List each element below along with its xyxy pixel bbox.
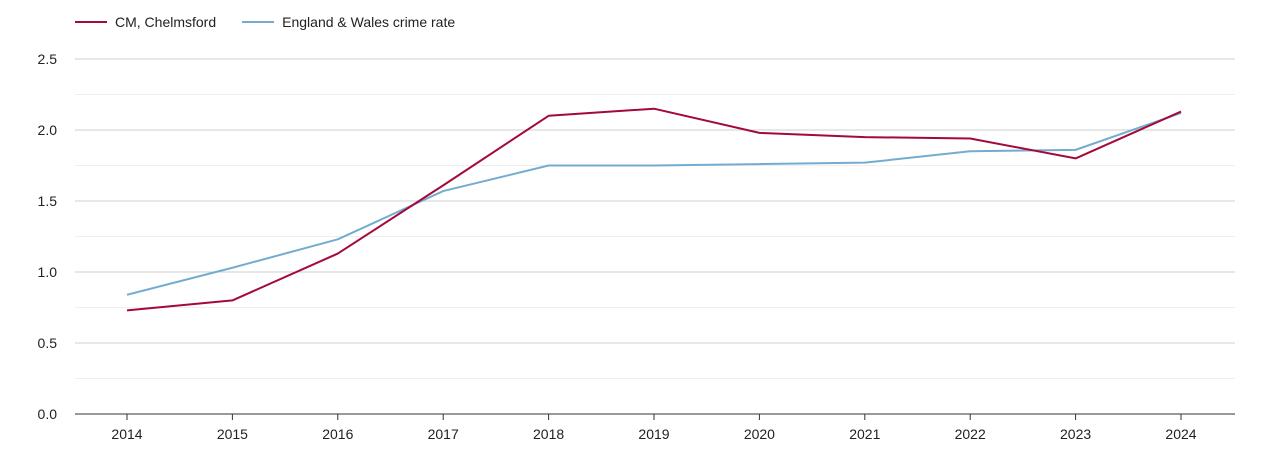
series-lines bbox=[126, 107, 1182, 312]
legend-label-chelmsford: CM, Chelmsford bbox=[115, 14, 217, 30]
y-axis-ticks: 0.0 0.5 1.0 1.5 2.0 2.5 bbox=[38, 51, 58, 422]
x-tick-label: 2017 bbox=[428, 426, 459, 442]
x-tick-label: 2016 bbox=[322, 426, 353, 442]
y-tick-label: 1.0 bbox=[38, 264, 58, 280]
series-line bbox=[126, 107, 1182, 312]
y-tick-label: 1.5 bbox=[38, 193, 58, 209]
y-tick-label: 2.0 bbox=[38, 122, 58, 138]
x-tick-label: 2015 bbox=[217, 426, 248, 442]
x-axis-ticks: 2014 2015 2016 2017 2018 2019 2020 2021 2022 2023… bbox=[111, 414, 1197, 442]
y-tick-label: 0.5 bbox=[38, 335, 58, 351]
x-tick-label: 2020 bbox=[744, 426, 775, 442]
legend: CM, Chelmsford England & Wales crime rat… bbox=[75, 14, 455, 30]
series-line bbox=[126, 112, 1182, 296]
x-tick-label: 2018 bbox=[533, 426, 564, 442]
grid-lines bbox=[75, 58, 1235, 415]
x-tick-label: 2024 bbox=[1165, 426, 1196, 442]
y-tick-label: 0.0 bbox=[38, 406, 58, 422]
x-tick-label: 2021 bbox=[849, 426, 880, 442]
legend-label-england-wales: England & Wales crime rate bbox=[282, 14, 456, 30]
x-tick-label: 2014 bbox=[111, 426, 142, 442]
legend-swatch-england-wales bbox=[242, 21, 275, 23]
y-tick-label: 2.5 bbox=[38, 51, 58, 67]
legend-item-chelmsford: CM, Chelmsford bbox=[75, 14, 216, 30]
legend-item-england-wales: England & Wales crime rate bbox=[242, 14, 455, 30]
x-tick-label: 2023 bbox=[1060, 426, 1091, 442]
x-tick-label: 2019 bbox=[638, 426, 669, 442]
legend-swatch-chelmsford bbox=[75, 21, 107, 23]
x-tick-label: 2022 bbox=[955, 426, 986, 442]
